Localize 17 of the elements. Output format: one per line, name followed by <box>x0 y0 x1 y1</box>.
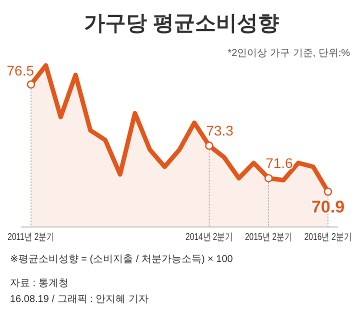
point <box>26 80 36 89</box>
data-label: 70.9 <box>311 198 345 217</box>
x-tick-label: 2015년 2분기 <box>244 231 292 242</box>
x-tick-label: 2011년 2분기 <box>8 231 54 242</box>
data-label: 76.5 <box>6 62 34 78</box>
point <box>264 174 273 182</box>
point <box>324 187 332 196</box>
annotation: 자료 : 통계청 <box>10 278 68 289</box>
point <box>205 142 214 150</box>
chart-title: 가구당 평균소비성향 <box>84 12 279 35</box>
text: *2인이상 가구 기준, 단위:% <box>228 48 350 59</box>
data-label: 71.6 <box>266 155 294 172</box>
annotation: 16.08.19 / 그래픽 : 안지혜 기자 <box>10 294 148 305</box>
x-tick-label: 2014년 2분기 <box>186 231 233 242</box>
data-label: 73.3 <box>206 122 234 139</box>
x-tick-label: 2016년 2분기 <box>304 231 352 242</box>
annotation: ※평균소비성향 = (소비지출 / 처분가능소득) × 100 <box>10 254 234 265</box>
